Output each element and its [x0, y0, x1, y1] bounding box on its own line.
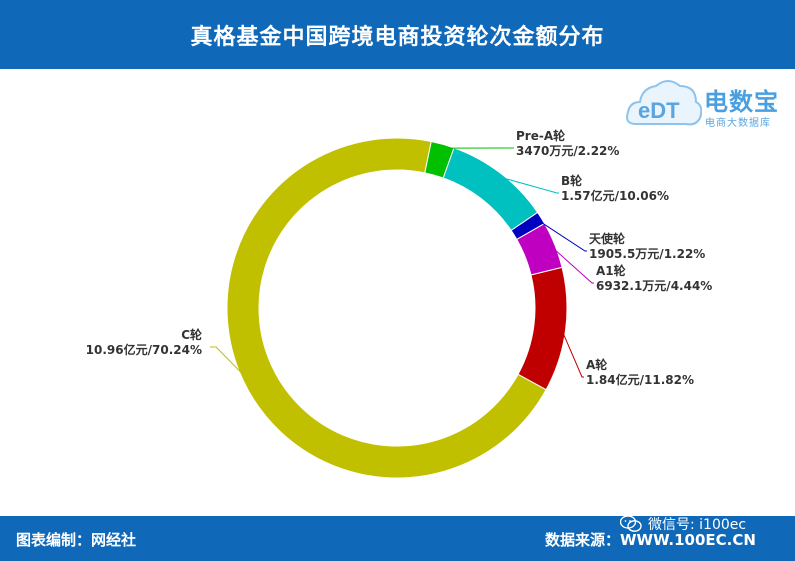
logo-word: 电数宝 — [704, 88, 779, 116]
chart-header: 真格基金中国跨境电商投资轮次金额分布 — [0, 0, 795, 69]
slice-label-name-pre-a: Pre-A轮 — [516, 128, 566, 143]
leader-line-c — [210, 346, 247, 379]
edt-logo: eDT 电数宝 电商大数据库 — [626, 74, 791, 136]
slice-label-value-b: 1.57亿元/10.06% — [561, 188, 669, 203]
slice-label-value-a1: 6932.1万元/4.44% — [596, 279, 712, 293]
slice-label-name-a1: A1轮 — [596, 263, 627, 278]
logo-emblem: eDT — [638, 98, 680, 123]
slice-label-name-a: A轮 — [586, 357, 608, 372]
slice-label-name-b: B轮 — [561, 173, 583, 188]
logo-subtitle: 电商大数据库 — [705, 118, 771, 129]
chart-footer: 图表编制：网经社 数据来源：WWW.100EC.CN — [0, 516, 795, 561]
slice-a — [517, 266, 568, 391]
slice-label-value-pre-a: 3470万元/2.22% — [516, 144, 619, 158]
leader-line-b — [498, 176, 559, 194]
slice-label-name-angel: 天使轮 — [589, 231, 626, 246]
wechat-id: 微信号: i100ec — [648, 517, 747, 533]
slice-label-value-c: 10.96亿元/70.24% — [86, 342, 202, 357]
leader-line-angel — [537, 219, 587, 252]
slice-b — [442, 147, 539, 232]
wechat-icon — [620, 515, 642, 532]
chart-title: 真格基金中国跨境电商投资轮次金额分布 — [190, 24, 605, 50]
wechat-watermark: 微信号: i100ec — [620, 512, 746, 536]
donut-slices — [226, 137, 568, 479]
footer-source: 数据来源：WWW.100EC.CN — [545, 531, 756, 549]
leader-line-a — [561, 329, 584, 378]
slice-c — [226, 137, 547, 479]
footer-credit: 图表编制：网经社 — [16, 531, 137, 549]
leader-line-a1 — [550, 245, 594, 284]
slice-label-value-a: 1.84亿元/11.82% — [586, 372, 694, 387]
slice-label-value-angel: 1905.5万元/1.22% — [589, 247, 705, 261]
cloud-logo-icon: eDT — [626, 80, 702, 126]
slice-label-name-c: C轮 — [181, 327, 203, 342]
